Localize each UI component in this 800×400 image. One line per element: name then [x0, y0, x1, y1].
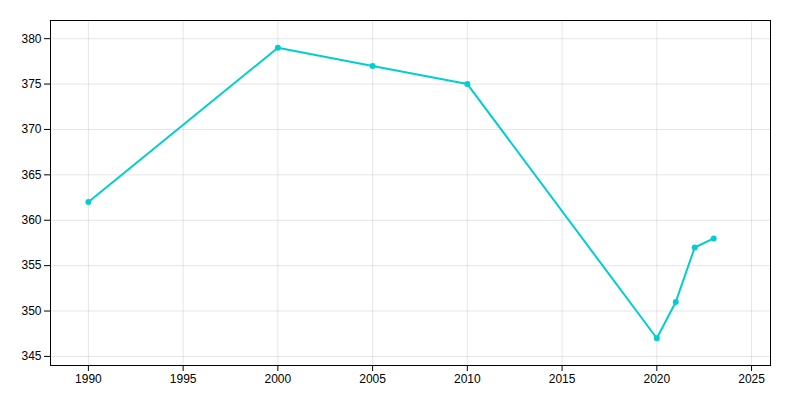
svg-text:350: 350: [21, 304, 41, 318]
svg-text:2000: 2000: [265, 372, 292, 386]
svg-text:365: 365: [21, 168, 41, 182]
svg-text:360: 360: [21, 213, 41, 227]
svg-text:2015: 2015: [549, 372, 576, 386]
svg-text:2025: 2025: [738, 372, 765, 386]
svg-text:1995: 1995: [170, 372, 197, 386]
svg-text:380: 380: [21, 31, 41, 45]
svg-text:345: 345: [21, 349, 41, 363]
svg-text:2020: 2020: [643, 372, 670, 386]
svg-text:1990: 1990: [75, 372, 102, 386]
svg-text:375: 375: [21, 77, 41, 91]
svg-text:2005: 2005: [359, 372, 386, 386]
svg-text:355: 355: [21, 258, 41, 272]
svg-text:2010: 2010: [454, 372, 481, 386]
svg-text:370: 370: [21, 122, 41, 136]
